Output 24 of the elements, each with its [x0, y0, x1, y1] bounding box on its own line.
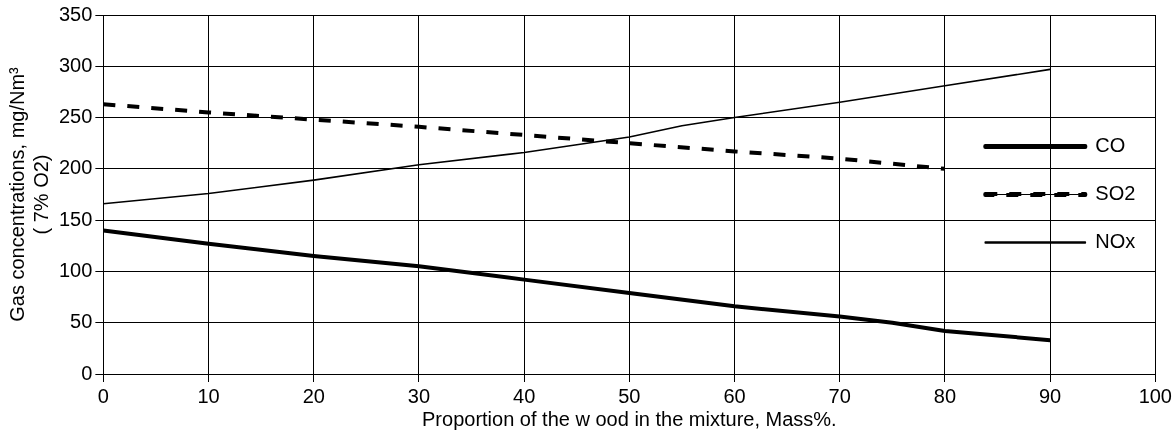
y-tick-label: 150: [58, 207, 93, 230]
y-axis-title: Gas concentrations, mg/Nm³ ( 7% O2): [5, 66, 52, 322]
y-tick-label: 100: [58, 258, 93, 281]
y-tick-label: 350: [58, 2, 93, 25]
y-tick-label: 0: [81, 361, 93, 384]
x-tick-label: 10: [197, 384, 220, 407]
x-tick-label: 70: [828, 384, 851, 407]
legend-label: NOx: [1095, 230, 1136, 253]
y-tick-label: 50: [70, 310, 93, 333]
x-tick-label: 60: [723, 384, 746, 407]
x-tick-label: 80: [933, 384, 957, 407]
y-tick-label: 250: [58, 105, 93, 128]
x-tick-label: 0: [97, 384, 109, 407]
legend-label: CO: [1095, 134, 1126, 157]
x-tick-label: 40: [513, 384, 536, 407]
legend-label: SO2: [1095, 182, 1136, 205]
x-tick-label: 30: [407, 384, 431, 407]
x-tick-label: 20: [302, 384, 325, 407]
x-tick-label: 100: [1138, 384, 1172, 407]
x-tick-label: 90: [1039, 384, 1062, 407]
y-tick-label: 300: [58, 53, 93, 76]
x-axis-title: Proportion of the w ood in the mixture, Mass%.: [422, 407, 837, 430]
y-tick-label: 200: [58, 156, 93, 179]
x-tick-label: 50: [618, 384, 641, 407]
